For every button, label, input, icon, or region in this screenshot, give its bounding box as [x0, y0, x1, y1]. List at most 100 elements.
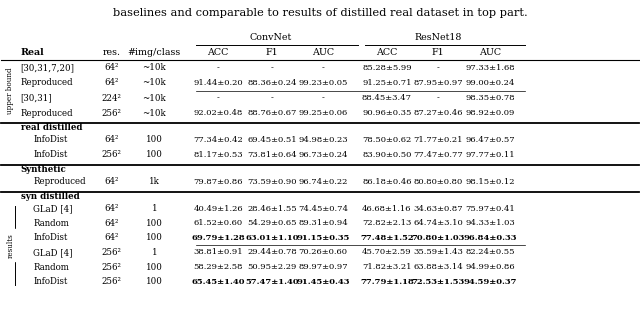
Text: 70.26±0.60: 70.26±0.60 [299, 249, 348, 256]
Text: 1k: 1k [149, 177, 160, 186]
Text: 64²: 64² [104, 63, 119, 72]
Text: 78.50±0.62: 78.50±0.62 [362, 136, 412, 144]
Text: InfoDist: InfoDist [33, 135, 68, 144]
Text: -: - [271, 94, 274, 102]
Text: InfoDist: InfoDist [33, 277, 68, 286]
Text: 61.52±0.60: 61.52±0.60 [193, 219, 243, 227]
Text: Reproduced: Reproduced [20, 78, 73, 87]
Text: -: - [216, 94, 220, 102]
Text: 57.47±1.40: 57.47±1.40 [245, 278, 299, 286]
Text: 92.02±0.48: 92.02±0.48 [193, 109, 243, 117]
Text: 77.48±1.52: 77.48±1.52 [360, 234, 413, 242]
Text: 81.17±0.53: 81.17±0.53 [193, 151, 243, 159]
Text: 87.95±0.97: 87.95±0.97 [413, 79, 463, 87]
Text: 83.90±0.50: 83.90±0.50 [362, 151, 412, 159]
Text: 72.53±1.53: 72.53±1.53 [412, 278, 465, 286]
Text: 256²: 256² [102, 277, 122, 286]
Text: #img/class: #img/class [128, 48, 181, 57]
Text: InfoDist: InfoDist [33, 234, 68, 242]
Text: 73.81±0.64: 73.81±0.64 [248, 151, 297, 159]
Text: Random: Random [33, 219, 69, 228]
Text: 46.68±1.16: 46.68±1.16 [362, 205, 412, 213]
Text: GLaD [4]: GLaD [4] [33, 248, 73, 257]
Text: -: - [322, 94, 324, 102]
Text: ACC: ACC [376, 48, 397, 57]
Text: 91.25±0.71: 91.25±0.71 [362, 79, 412, 87]
Text: syn distilled: syn distilled [20, 192, 79, 201]
Text: 38.81±0.91: 38.81±0.91 [193, 249, 243, 256]
Text: -: - [436, 64, 439, 72]
Text: 99.23±0.05: 99.23±0.05 [298, 79, 348, 87]
Text: 77.34±0.42: 77.34±0.42 [193, 136, 243, 144]
Text: 100: 100 [146, 263, 163, 271]
Text: [30,31,7,20]: [30,31,7,20] [20, 63, 74, 72]
Text: 45.70±2.59: 45.70±2.59 [362, 249, 412, 256]
Text: 91.45±0.43: 91.45±0.43 [296, 278, 350, 286]
Text: 64²: 64² [104, 78, 119, 87]
Text: 64²: 64² [104, 204, 119, 213]
Text: 79.87±0.86: 79.87±0.86 [193, 178, 243, 186]
Text: 87.27±0.46: 87.27±0.46 [413, 109, 463, 117]
Text: results: results [6, 233, 14, 257]
Text: 64²: 64² [104, 234, 119, 242]
Text: GLaD [4]: GLaD [4] [33, 204, 73, 213]
Text: 100: 100 [146, 150, 163, 159]
Text: 54.29±0.65: 54.29±0.65 [248, 219, 297, 227]
Text: 100: 100 [146, 277, 163, 286]
Text: F1: F1 [431, 48, 444, 57]
Text: 77.47±0.77: 77.47±0.77 [413, 151, 463, 159]
Text: 64²: 64² [104, 219, 119, 228]
Text: Synthetic: Synthetic [20, 165, 67, 174]
Text: 256²: 256² [102, 263, 122, 271]
Text: 100: 100 [146, 219, 163, 228]
Text: 1: 1 [152, 248, 157, 257]
Text: 75.97±0.41: 75.97±0.41 [465, 205, 515, 213]
Text: 40.49±1.26: 40.49±1.26 [193, 205, 243, 213]
Text: AUC: AUC [312, 48, 334, 57]
Text: 72.82±2.13: 72.82±2.13 [362, 219, 412, 227]
Text: 96.74±0.22: 96.74±0.22 [298, 178, 348, 186]
Text: -: - [216, 64, 220, 72]
Text: 91.44±0.20: 91.44±0.20 [193, 79, 243, 87]
Text: 35.59±1.43: 35.59±1.43 [413, 249, 463, 256]
Text: ~10k: ~10k [143, 109, 166, 118]
Text: 94.33±1.03: 94.33±1.03 [465, 219, 515, 227]
Text: 70.80±1.03: 70.80±1.03 [411, 234, 465, 242]
Text: 88.36±0.24: 88.36±0.24 [248, 79, 297, 87]
Text: 91.15±0.35: 91.15±0.35 [296, 234, 350, 242]
Text: 63.88±3.14: 63.88±3.14 [413, 263, 463, 271]
Text: 98.35±0.78: 98.35±0.78 [465, 94, 515, 102]
Text: 99.00±0.24: 99.00±0.24 [465, 79, 515, 87]
Text: Reproduced: Reproduced [33, 177, 86, 186]
Text: 96.47±0.57: 96.47±0.57 [465, 136, 515, 144]
Text: real distilled: real distilled [20, 123, 82, 132]
Text: 86.18±0.46: 86.18±0.46 [362, 178, 412, 186]
Text: -: - [271, 64, 274, 72]
Text: F1: F1 [266, 48, 278, 57]
Text: 65.45±1.40: 65.45±1.40 [191, 278, 244, 286]
Text: 96.84±0.33: 96.84±0.33 [463, 234, 517, 242]
Text: 256²: 256² [102, 248, 122, 257]
Text: 88.76±0.67: 88.76±0.67 [248, 109, 297, 117]
Text: 100: 100 [146, 234, 163, 242]
Text: 73.59±0.90: 73.59±0.90 [248, 178, 297, 186]
Text: 256²: 256² [102, 109, 122, 118]
Text: 99.25±0.06: 99.25±0.06 [299, 109, 348, 117]
Text: 88.45±3.47: 88.45±3.47 [362, 94, 412, 102]
Text: 63.01±1.10: 63.01±1.10 [246, 234, 299, 242]
Text: 89.97±0.97: 89.97±0.97 [298, 263, 348, 271]
Text: 58.29±2.58: 58.29±2.58 [193, 263, 243, 271]
Text: ResNet18: ResNet18 [415, 33, 462, 41]
Text: 28.46±1.55: 28.46±1.55 [248, 205, 297, 213]
Text: 256²: 256² [102, 150, 122, 159]
Text: Real: Real [20, 48, 44, 57]
Text: ~10k: ~10k [143, 78, 166, 87]
Text: 34.63±0.87: 34.63±0.87 [413, 205, 463, 213]
Text: 69.45±0.51: 69.45±0.51 [248, 136, 297, 144]
Text: 71.77±0.21: 71.77±0.21 [413, 136, 463, 144]
Text: upper bound: upper bound [6, 67, 14, 114]
Text: InfoDist: InfoDist [33, 150, 68, 159]
Text: ~10k: ~10k [143, 94, 166, 103]
Text: 1: 1 [152, 204, 157, 213]
Text: 94.99±0.86: 94.99±0.86 [465, 263, 515, 271]
